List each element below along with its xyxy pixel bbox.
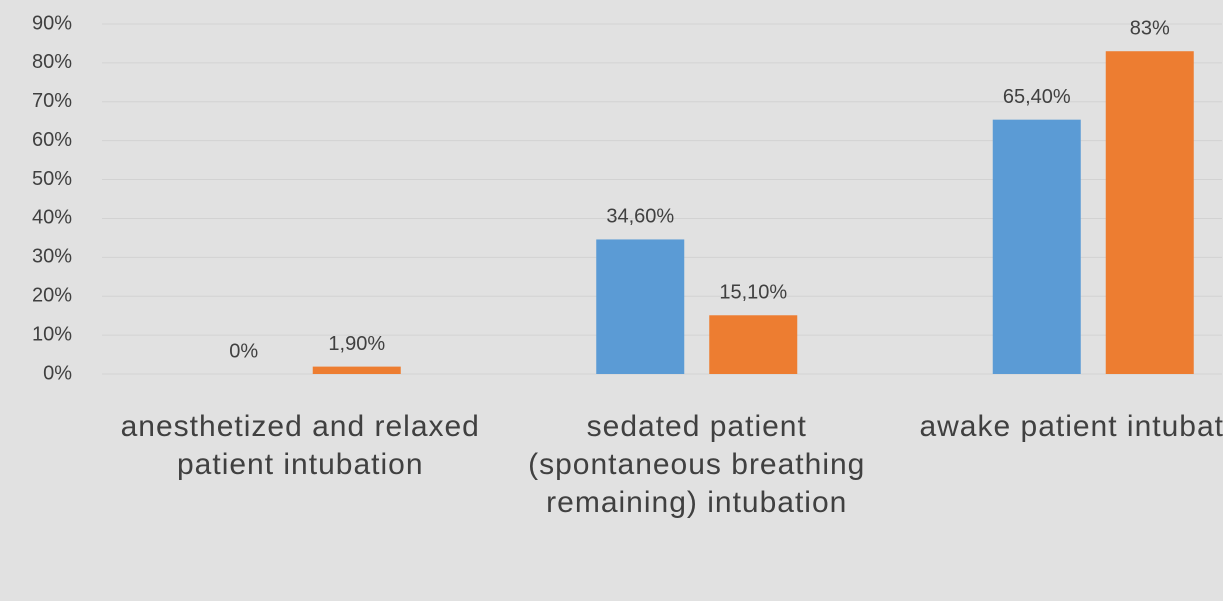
y-tick-label: 0% — [43, 362, 72, 384]
y-tick-label: 90% — [32, 12, 72, 34]
x-tick-label: sedated patient (spontaneous breathing r… — [528, 410, 866, 519]
bar — [596, 239, 685, 374]
data-label: 83% — [1130, 18, 1170, 40]
y-tick-label: 40% — [32, 207, 72, 229]
bar — [992, 119, 1081, 375]
y-tick-label: 80% — [32, 51, 72, 73]
y-tick-label: 60% — [32, 129, 72, 151]
data-label: 34,60% — [606, 206, 674, 228]
y-tick-label: 10% — [32, 323, 72, 345]
bar — [709, 315, 798, 374]
y-tick-label: 70% — [32, 90, 72, 112]
y-tick-label: 50% — [32, 168, 72, 190]
bar — [312, 366, 401, 374]
data-label: 0% — [229, 340, 258, 362]
x-tick-label: anesthetized and relaxed patient intubat… — [120, 410, 480, 481]
y-tick-label: 30% — [32, 246, 72, 268]
y-tick-label: 20% — [32, 285, 72, 307]
data-label: 65,40% — [1003, 86, 1071, 108]
data-label: 1,90% — [328, 333, 385, 355]
x-tick-label: awake patient intubation — [919, 410, 1223, 443]
bar — [1105, 51, 1194, 374]
data-label: 15,10% — [719, 282, 787, 304]
